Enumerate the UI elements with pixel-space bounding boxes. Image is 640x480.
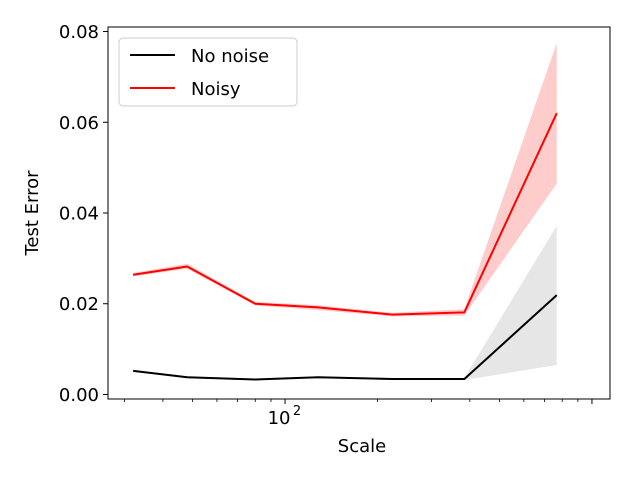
- legend-label-noisy: Noisy: [191, 79, 241, 100]
- y-tick-label: 0.00: [59, 385, 99, 406]
- series-lines: [132, 112, 558, 381]
- legend-label-no-noise: No noise: [191, 46, 269, 67]
- y-tick-label: 0.08: [59, 22, 99, 43]
- x-tick-label: 10: [268, 408, 291, 429]
- x-tick-label-exponent: 2: [293, 404, 301, 419]
- band-no-noise: [133, 225, 557, 381]
- y-tick-label: 0.06: [59, 113, 99, 134]
- y-tick-label: 0.04: [59, 204, 99, 225]
- x-axis-label: Scale: [338, 436, 386, 457]
- y-tick-label: 0.02: [59, 294, 99, 315]
- confidence-bands: [133, 42, 557, 381]
- legend: No noise Noisy: [118, 37, 298, 107]
- axes: 0.00 0.02 0.04 0.06 0.08 10 2: [59, 22, 593, 429]
- y-axis-label: Test Error: [22, 170, 43, 257]
- line-no-noise: [133, 294, 558, 381]
- line-noisy: [132, 112, 558, 316]
- plot-frame: [107, 26, 611, 400]
